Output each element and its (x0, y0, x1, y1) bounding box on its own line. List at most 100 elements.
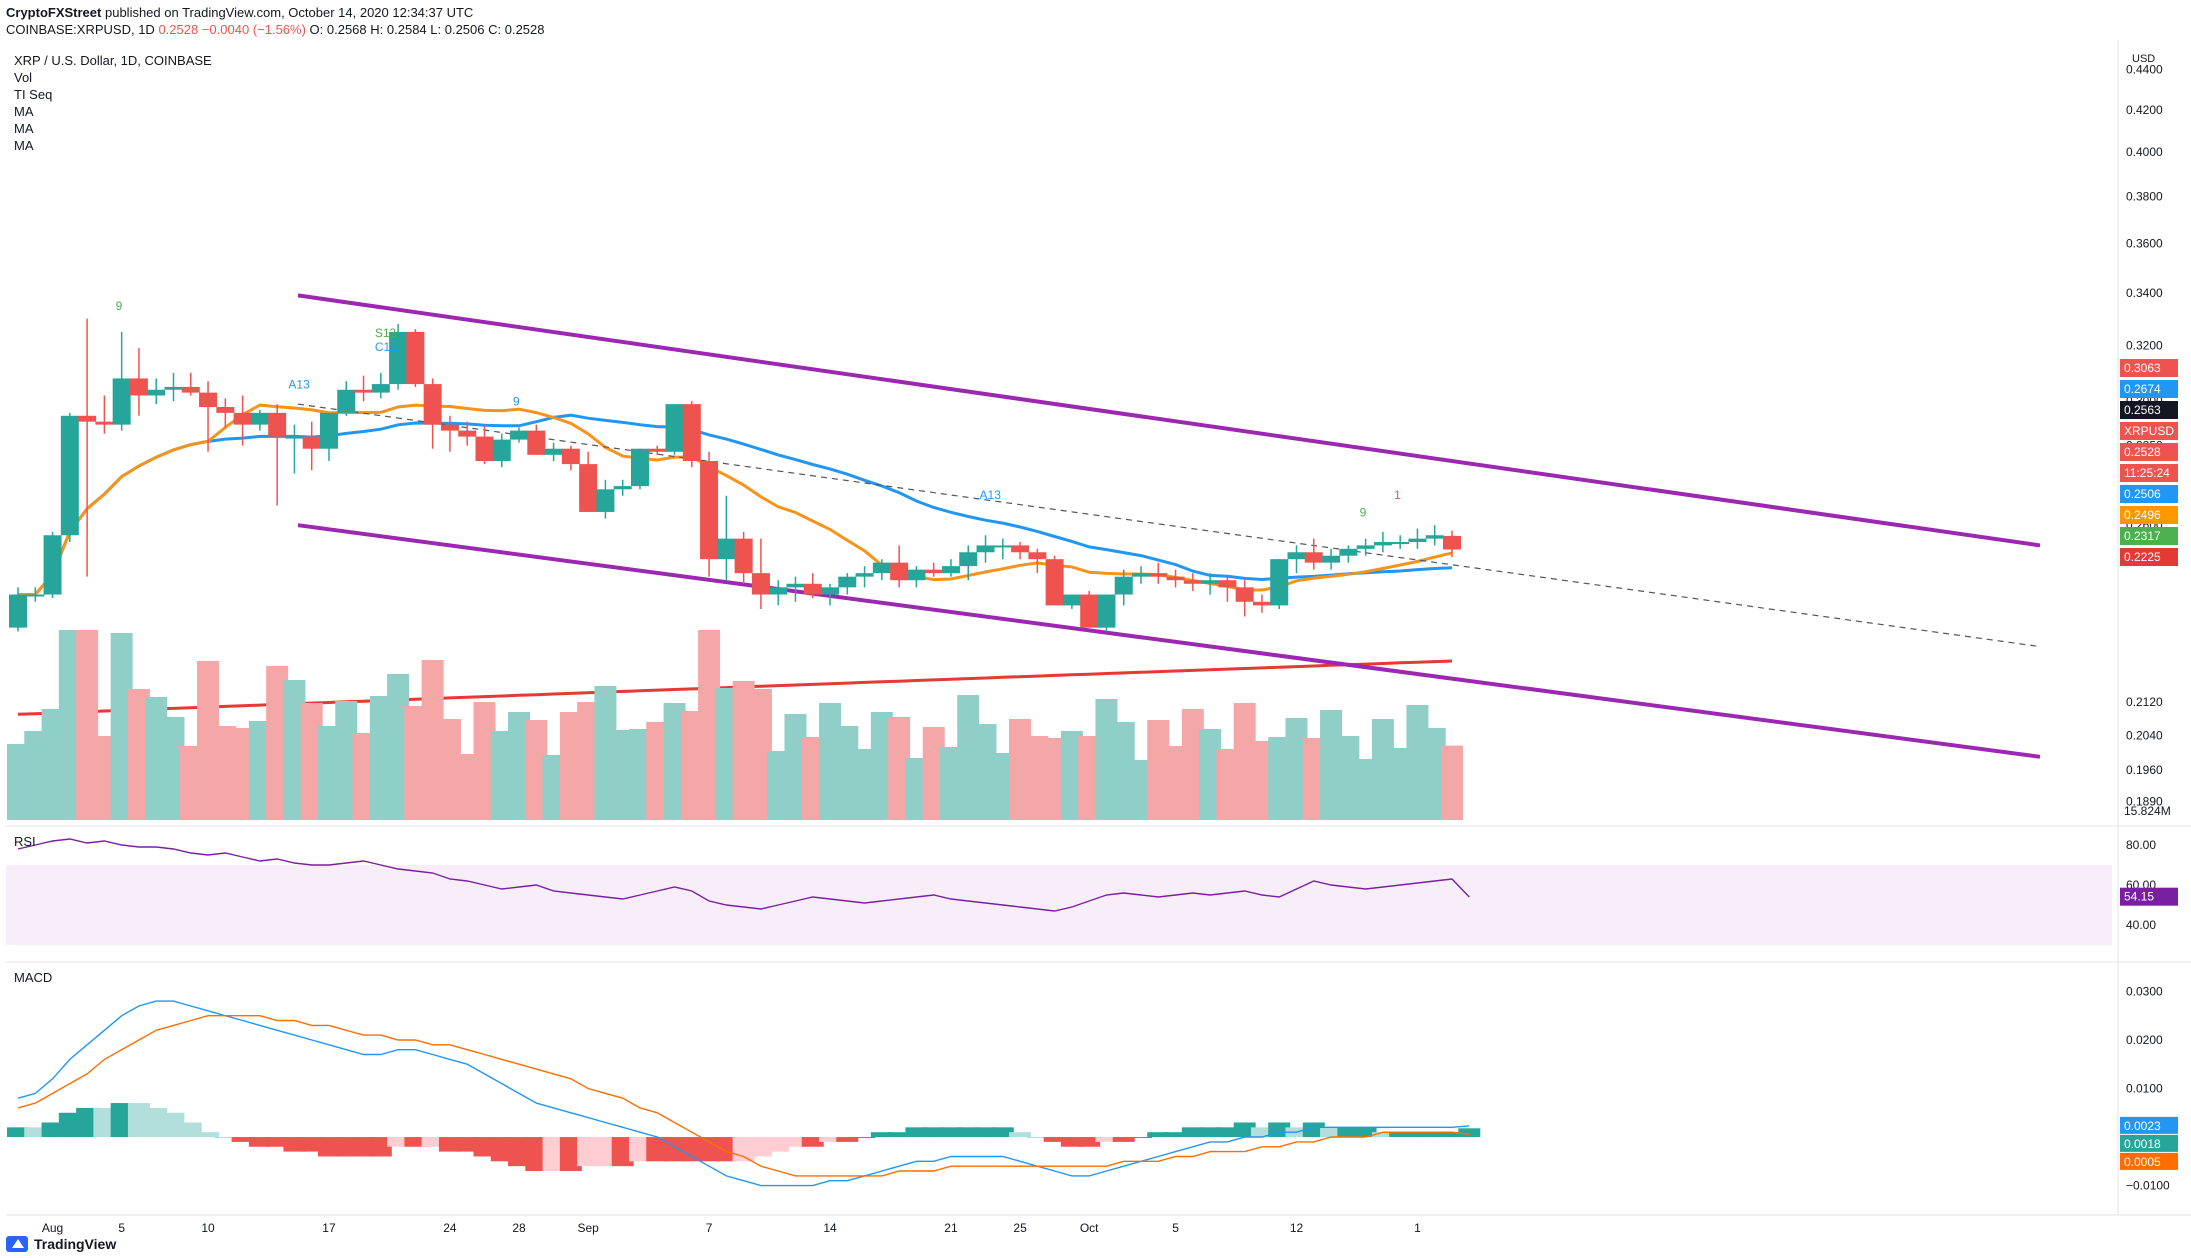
volume-bar (801, 737, 824, 820)
seq-label: 9 (513, 395, 520, 409)
time-tick-label: Oct (1080, 1221, 1099, 1235)
time-tick-label: 21 (944, 1221, 958, 1235)
macd-histogram-bar (1406, 1132, 1429, 1138)
volume-bar (1233, 703, 1256, 820)
time-tick-label: 1 (1414, 1221, 1421, 1235)
macd-histogram-bar (749, 1137, 772, 1157)
macd-histogram-bar (922, 1127, 945, 1138)
candle-body (250, 412, 269, 425)
legend-ma-2[interactable]: MA (14, 121, 34, 136)
seq-label: A13 (980, 488, 1002, 502)
candle-body (648, 448, 667, 452)
legend-ma-3[interactable]: MA (14, 138, 34, 153)
candle-body (1080, 594, 1099, 628)
volume-bar (93, 736, 116, 820)
candle-body (924, 569, 943, 574)
macd-histogram-bar (767, 1137, 790, 1152)
legend-ma-1[interactable]: MA (14, 104, 34, 119)
volume-bar (145, 697, 168, 820)
macd-histogram-bar (127, 1103, 150, 1138)
candle-body (199, 392, 218, 408)
close-value: C: 0.2528 (488, 22, 545, 37)
macd-histogram-bar (197, 1132, 220, 1138)
macd-histogram-bar (1112, 1137, 1135, 1142)
price-label-tag (2120, 527, 2178, 545)
candle-body (181, 386, 200, 393)
volume-bar (611, 730, 634, 820)
volume-bar (698, 630, 721, 820)
macd-histogram-bar (1095, 1137, 1118, 1142)
macd-histogram-bar (24, 1127, 47, 1138)
volume-pane (7, 630, 1463, 820)
volume-bar (352, 733, 375, 820)
candle-body (216, 407, 235, 413)
candle-body (838, 576, 857, 588)
macd-histogram-bar (58, 1112, 81, 1138)
time-tick-label: 5 (1172, 1221, 1179, 1235)
volume-bar (1043, 738, 1066, 820)
macd-histogram-bar (369, 1137, 392, 1157)
volume-bar (1320, 710, 1343, 820)
candle-body (458, 430, 477, 437)
macd-histogram-bar (1216, 1127, 1239, 1138)
candle-body (78, 415, 97, 422)
candle-body (769, 587, 788, 595)
price-label-text: 0.2317 (2124, 529, 2161, 543)
candle-body (1045, 559, 1064, 606)
macd-histogram-bar (939, 1127, 962, 1138)
volume-bar (1060, 731, 1083, 820)
candle-body (665, 404, 684, 452)
volume-bar (1423, 728, 1446, 820)
volume-bar (1389, 748, 1412, 820)
candle-body (510, 430, 529, 440)
volume-bar (197, 661, 220, 820)
candle-body (26, 594, 45, 597)
footer-brand[interactable]: TradingView (6, 1236, 116, 1252)
publisher-name[interactable]: CryptoFXStreet (6, 5, 102, 20)
volume-bar (819, 703, 842, 820)
candle-body (302, 436, 321, 449)
volume-bar (404, 706, 427, 820)
volume-bar (369, 696, 392, 820)
volume-bar (438, 719, 461, 820)
volume-bar (1406, 705, 1429, 820)
volume-bar (7, 744, 29, 820)
price-tick-label: 0.4000 (2126, 145, 2163, 159)
price-label-text: 0.3063 (2124, 361, 2161, 375)
price-tick-label: 0.4200 (2126, 103, 2163, 117)
candle-body (9, 594, 27, 628)
price-label-tag (2120, 548, 2178, 566)
volume-bar (300, 703, 323, 820)
macd-histogram-bar (1181, 1127, 1204, 1138)
time-tick-label: 24 (443, 1221, 457, 1235)
price-tick-label: 0.1890 (2126, 794, 2163, 808)
seq-label: S13 (375, 326, 397, 340)
price-label-tag (2120, 506, 2178, 524)
macd-histogram-bar (456, 1137, 479, 1152)
candle-body (1408, 538, 1427, 543)
legend-ti-seq[interactable]: TI Seq (14, 87, 53, 102)
candle-body (734, 538, 753, 574)
volume-bar (1371, 719, 1394, 820)
volume-bar (1112, 722, 1135, 820)
macd-histogram-bar (559, 1137, 582, 1172)
macd-histogram-bar (404, 1137, 427, 1147)
volume-bar (387, 674, 410, 820)
volume-bar (888, 717, 911, 820)
legend-vol[interactable]: Vol (14, 70, 33, 85)
time-tick-label: 17 (322, 1221, 336, 1235)
candle-body (1132, 573, 1151, 577)
candle-body (527, 430, 546, 455)
volume-bar (1250, 741, 1273, 820)
candle-body (976, 545, 995, 553)
macd-histogram-bar (1302, 1122, 1325, 1138)
price-label-tag (2120, 443, 2178, 461)
macd-histogram-bar (1250, 1127, 1273, 1138)
candle-body (43, 535, 62, 595)
volume-bar (1216, 749, 1239, 820)
macd-value-tag (2120, 1116, 2178, 1134)
volume-bar (490, 731, 513, 820)
macd-histogram-bar (991, 1127, 1014, 1138)
macd-pane (7, 1000, 1481, 1187)
macd-histogram-bar (145, 1107, 168, 1138)
